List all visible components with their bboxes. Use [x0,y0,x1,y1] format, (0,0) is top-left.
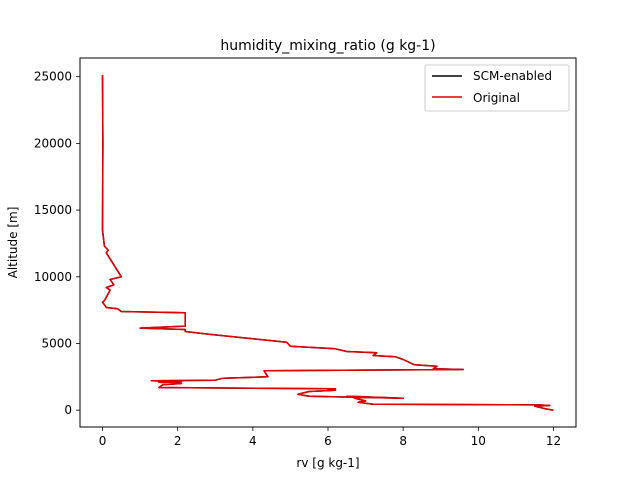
y-axis-ticks: 0 5000 10000 15000 20000 25000 [34,70,80,417]
y-axis-label: Altitude [m] [6,207,20,279]
y-tick-label: 20000 [34,136,72,150]
y-tick-label: 15000 [34,203,72,217]
x-tick-label: 10 [471,434,486,448]
x-tick-label: 4 [249,434,257,448]
legend-label-scm-enabled: SCM-enabled [473,69,552,83]
y-tick-label: 25000 [34,70,72,84]
chart-title: humidity_mixing_ratio (g kg-1) [220,38,435,54]
y-tick-label: 5000 [41,336,72,350]
y-tick-label: 0 [64,403,72,417]
legend: SCM-enabled Original [424,64,570,112]
series-line-original [101,75,554,411]
x-tick-label: 2 [174,434,182,448]
x-tick-label: 8 [399,434,407,448]
x-axis-label: rv [g kg-1] [296,456,359,470]
y-tick-label: 10000 [34,270,72,284]
series-layer [101,75,554,411]
x-tick-label: 0 [99,434,107,448]
legend-label-original: Original [473,91,520,105]
x-tick-label: 12 [546,434,561,448]
x-axis-ticks: 0 2 4 6 8 10 12 [99,427,561,448]
x-tick-label: 6 [324,434,332,448]
